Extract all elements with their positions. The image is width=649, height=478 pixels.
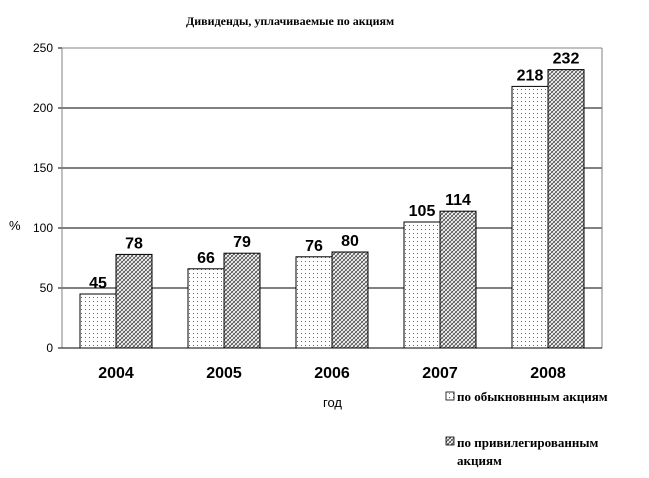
bar-series-2 <box>223 252 261 349</box>
bars <box>79 69 585 349</box>
bar-series-2 <box>115 253 153 349</box>
data-label: 76 <box>305 238 323 255</box>
data-label: 105 <box>409 203 436 220</box>
y-tick-label: 0 <box>46 341 53 355</box>
x-category-label: 2005 <box>206 365 242 382</box>
data-label: 79 <box>233 234 251 251</box>
legend-swatch-series-2 <box>445 436 455 446</box>
bar-series-1 <box>79 293 117 349</box>
data-label: 114 <box>445 192 471 209</box>
x-category-label: 2004 <box>98 365 134 382</box>
legend: по обыкновнным акциям по привилегированн… <box>445 389 608 468</box>
data-label: 45 <box>89 275 107 292</box>
legend-swatch-series-1 <box>445 391 455 401</box>
x-axis-label: год <box>323 395 342 410</box>
y-tick-label: 50 <box>40 281 54 295</box>
y-tick-label: 250 <box>33 41 53 55</box>
bar-series-2 <box>439 210 477 349</box>
y-tick-label: 100 <box>33 221 53 235</box>
bar-series-1 <box>187 268 225 349</box>
legend-label-series-1: по обыкновнным акциям <box>457 389 608 404</box>
legend-label-series-2: по привилегированным акциям <box>457 435 602 468</box>
data-label: 66 <box>197 250 215 267</box>
y-tick-label: 200 <box>33 101 53 115</box>
x-axis-categories: 2004 2005 2006 2007 2008 <box>98 365 566 382</box>
y-axis-label: % <box>9 218 21 233</box>
bar-series-1 <box>403 221 441 349</box>
x-category-label: 2008 <box>530 365 566 382</box>
chart-title: Дивиденды, уплачиваемые по акциям <box>186 14 394 28</box>
y-axis-ticks: 0 50 100 150 200 250 <box>33 41 62 355</box>
data-labels: 45 78 66 79 76 80 105 114 218 232 <box>89 51 579 292</box>
x-category-label: 2007 <box>422 365 458 382</box>
bar-series-2 <box>331 251 369 349</box>
y-tick-label: 150 <box>33 161 53 175</box>
x-category-label: 2006 <box>314 365 350 382</box>
data-label: 80 <box>341 233 359 250</box>
data-label: 78 <box>125 235 143 252</box>
bar-series-1 <box>295 256 333 349</box>
bar-series-2 <box>547 69 585 349</box>
data-label: 218 <box>517 67 544 84</box>
bar-series-1 <box>511 85 549 349</box>
data-label: 232 <box>553 51 580 68</box>
